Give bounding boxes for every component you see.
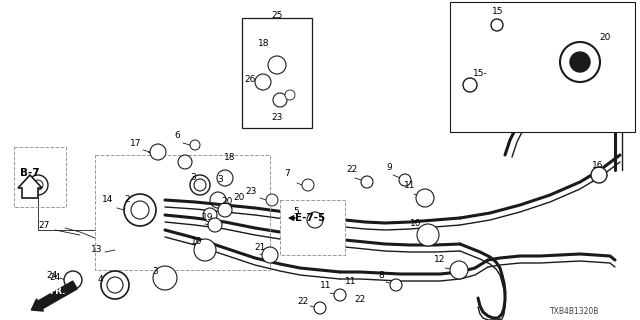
- Circle shape: [570, 52, 590, 72]
- Circle shape: [190, 140, 200, 150]
- Text: 4: 4: [97, 276, 103, 284]
- Circle shape: [399, 174, 411, 186]
- Text: 25: 25: [271, 11, 283, 20]
- Bar: [242, 18, 312, 128]
- Circle shape: [33, 180, 43, 190]
- Text: 3: 3: [217, 174, 223, 183]
- Text: B-7: B-7: [20, 168, 40, 178]
- Text: 18: 18: [259, 39, 269, 49]
- Circle shape: [217, 170, 233, 186]
- Bar: [450, 2, 635, 132]
- Text: 23: 23: [271, 113, 283, 122]
- Circle shape: [208, 218, 222, 232]
- Circle shape: [450, 261, 468, 279]
- Circle shape: [178, 155, 192, 169]
- Circle shape: [361, 176, 373, 188]
- Text: 20: 20: [234, 193, 244, 202]
- Circle shape: [491, 19, 503, 31]
- Bar: [280, 200, 345, 255]
- Text: 22: 22: [298, 297, 308, 306]
- Polygon shape: [18, 175, 42, 198]
- Text: 15-: 15-: [472, 68, 488, 77]
- Text: 5: 5: [293, 207, 299, 217]
- Text: 10: 10: [410, 220, 422, 228]
- Circle shape: [64, 271, 82, 289]
- Text: 3: 3: [152, 268, 158, 276]
- Circle shape: [285, 90, 295, 100]
- Circle shape: [218, 203, 232, 217]
- Text: 17: 17: [131, 139, 141, 148]
- Text: 20: 20: [599, 34, 611, 43]
- Text: 8: 8: [378, 270, 384, 279]
- Circle shape: [334, 289, 346, 301]
- Text: 13: 13: [92, 245, 103, 254]
- Circle shape: [307, 212, 323, 228]
- Text: TXB4B1320B: TXB4B1320B: [550, 308, 600, 316]
- Text: E-7-5: E-7-5: [295, 213, 325, 223]
- Text: 24: 24: [49, 274, 61, 283]
- Circle shape: [302, 179, 314, 191]
- Circle shape: [266, 194, 278, 206]
- Text: 12: 12: [435, 255, 445, 265]
- Text: FR.: FR.: [49, 286, 65, 295]
- Text: 7: 7: [284, 169, 290, 178]
- Text: 10: 10: [191, 237, 203, 246]
- Circle shape: [591, 167, 607, 183]
- Circle shape: [194, 239, 216, 261]
- Circle shape: [203, 208, 217, 222]
- Text: 19: 19: [202, 213, 214, 222]
- Circle shape: [273, 93, 287, 107]
- Text: 20: 20: [221, 197, 233, 206]
- Text: 11: 11: [320, 282, 332, 291]
- Text: 11: 11: [404, 181, 416, 190]
- Circle shape: [268, 56, 286, 74]
- Circle shape: [28, 175, 48, 195]
- Text: 9: 9: [386, 163, 392, 172]
- Text: 18: 18: [224, 153, 236, 162]
- Circle shape: [314, 302, 326, 314]
- Text: 23: 23: [245, 188, 257, 196]
- Text: 3: 3: [190, 173, 196, 182]
- Text: 16: 16: [592, 161, 604, 170]
- Text: 27: 27: [38, 220, 50, 229]
- Text: 26: 26: [244, 75, 256, 84]
- FancyArrow shape: [31, 281, 77, 311]
- Circle shape: [416, 189, 434, 207]
- Circle shape: [463, 78, 477, 92]
- Circle shape: [390, 279, 402, 291]
- Text: 22: 22: [355, 294, 365, 303]
- Circle shape: [417, 224, 439, 246]
- Circle shape: [262, 247, 278, 263]
- Text: 24: 24: [46, 270, 58, 279]
- Circle shape: [150, 144, 166, 160]
- Bar: [14, 147, 66, 207]
- Text: 21: 21: [254, 244, 266, 252]
- Bar: [95, 155, 270, 270]
- Text: 6: 6: [174, 132, 180, 140]
- Text: 2: 2: [124, 196, 130, 204]
- Text: 11: 11: [345, 277, 356, 286]
- Text: 22: 22: [346, 165, 358, 174]
- Circle shape: [255, 74, 271, 90]
- Circle shape: [153, 266, 177, 290]
- Text: 15: 15: [492, 7, 504, 17]
- Text: 14: 14: [102, 196, 114, 204]
